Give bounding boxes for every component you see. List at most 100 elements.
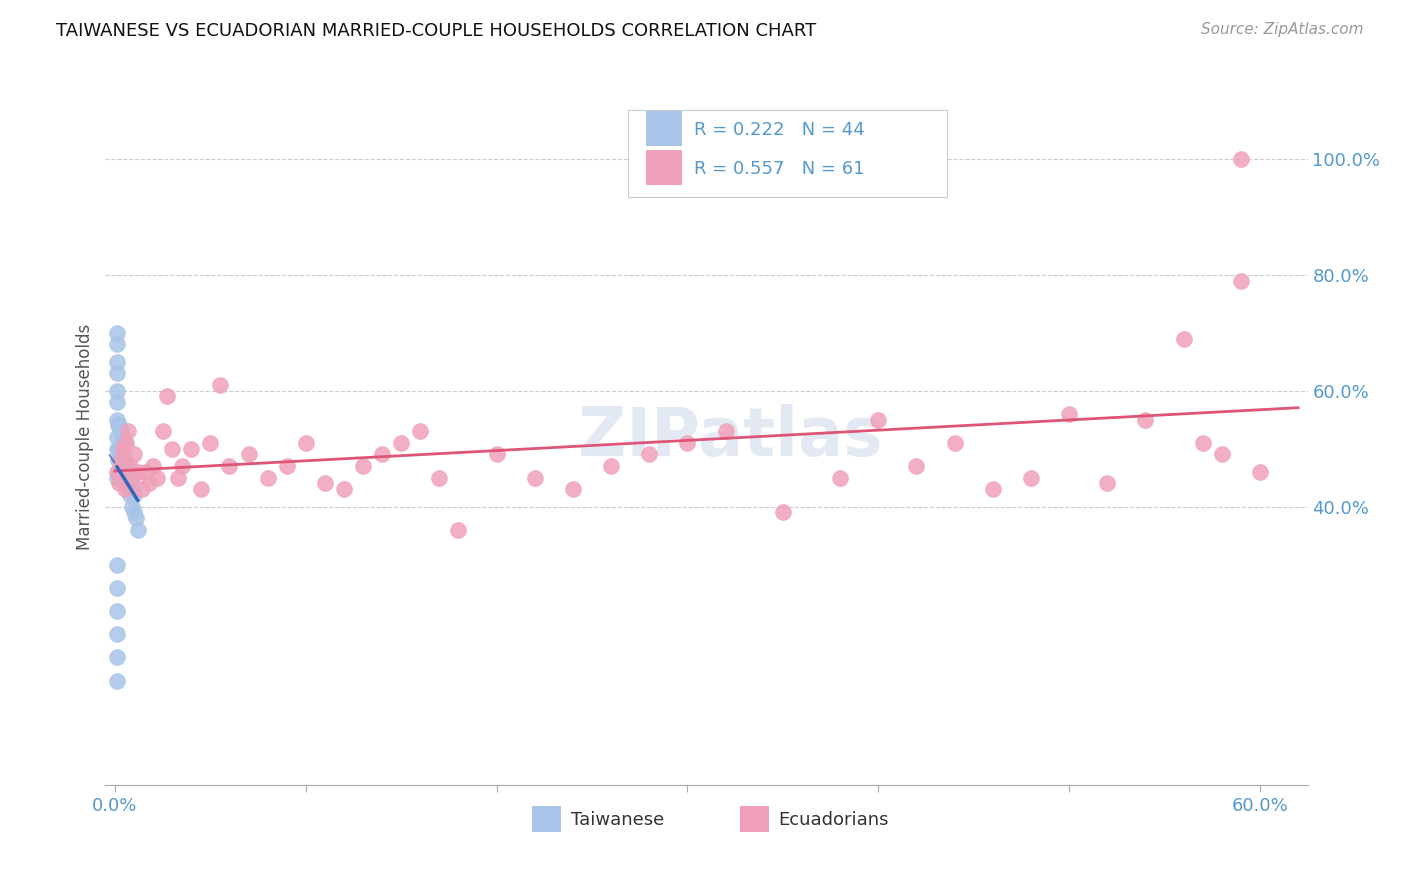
- Point: [122, 447, 145, 462]
- Point: [120, 458, 142, 473]
- Point: [120, 470, 142, 484]
- Text: ZIPatlas: ZIPatlas: [578, 404, 883, 470]
- Point: [1229, 152, 1251, 166]
- Point: [117, 424, 139, 438]
- Point: [105, 366, 128, 380]
- Point: [105, 412, 128, 426]
- Point: [638, 447, 661, 462]
- Text: Source: ZipAtlas.com: Source: ZipAtlas.com: [1201, 22, 1364, 37]
- Bar: [628, 110, 946, 197]
- Point: [114, 453, 136, 467]
- Point: [108, 442, 131, 456]
- Point: [131, 482, 153, 496]
- Point: [485, 447, 508, 462]
- Text: Ecuadorians: Ecuadorians: [779, 811, 889, 829]
- Point: [108, 465, 131, 479]
- Point: [121, 500, 143, 514]
- Point: [105, 470, 128, 484]
- Point: [110, 453, 132, 467]
- Point: [714, 424, 737, 438]
- Bar: [740, 805, 769, 832]
- Point: [1229, 273, 1251, 287]
- Point: [111, 430, 134, 444]
- Point: [120, 488, 142, 502]
- Text: R = 0.557   N = 61: R = 0.557 N = 61: [695, 160, 865, 178]
- Bar: [647, 150, 682, 185]
- Point: [155, 389, 177, 403]
- Point: [180, 442, 202, 456]
- Point: [142, 458, 165, 473]
- Point: [125, 511, 148, 525]
- Point: [943, 435, 966, 450]
- Point: [389, 435, 412, 450]
- Point: [828, 470, 851, 484]
- Point: [772, 505, 794, 519]
- Point: [115, 458, 138, 473]
- Point: [427, 470, 450, 484]
- Point: [208, 377, 231, 392]
- Point: [256, 470, 278, 484]
- Point: [167, 470, 190, 484]
- Point: [352, 458, 374, 473]
- Point: [238, 447, 260, 462]
- Bar: [533, 805, 561, 832]
- Point: [138, 476, 160, 491]
- Point: [371, 447, 394, 462]
- Point: [105, 384, 128, 398]
- Y-axis label: Married-couple Households: Married-couple Households: [76, 324, 94, 550]
- Point: [105, 673, 128, 688]
- Point: [447, 523, 470, 537]
- Point: [117, 465, 139, 479]
- Point: [1191, 435, 1213, 450]
- Point: [111, 453, 134, 467]
- Point: [127, 523, 149, 537]
- Point: [409, 424, 432, 438]
- Point: [117, 482, 139, 496]
- Point: [200, 435, 222, 450]
- Point: [115, 476, 138, 491]
- Point: [110, 424, 132, 438]
- Point: [868, 412, 890, 426]
- Point: [114, 435, 136, 450]
- Point: [111, 442, 134, 456]
- Point: [115, 435, 138, 450]
- Text: Taiwanese: Taiwanese: [571, 811, 664, 829]
- Point: [108, 476, 131, 491]
- Point: [108, 418, 131, 433]
- Point: [121, 470, 143, 484]
- Point: [146, 470, 169, 484]
- Point: [152, 424, 174, 438]
- Point: [1211, 447, 1233, 462]
- Point: [1019, 470, 1042, 484]
- Point: [127, 465, 149, 479]
- Point: [105, 326, 128, 340]
- Point: [170, 458, 193, 473]
- Point: [135, 465, 157, 479]
- Point: [121, 482, 143, 496]
- Point: [218, 458, 240, 473]
- Point: [105, 627, 128, 641]
- Point: [981, 482, 1004, 496]
- Point: [105, 442, 128, 456]
- Point: [314, 476, 336, 491]
- Point: [1135, 412, 1157, 426]
- Point: [111, 465, 134, 479]
- Point: [107, 418, 129, 433]
- Point: [276, 458, 298, 473]
- Point: [107, 453, 129, 467]
- Text: TAIWANESE VS ECUADORIAN MARRIED-COUPLE HOUSEHOLDS CORRELATION CHART: TAIWANESE VS ECUADORIAN MARRIED-COUPLE H…: [56, 22, 817, 40]
- Point: [114, 482, 136, 496]
- Point: [105, 650, 128, 665]
- Point: [110, 458, 132, 473]
- Point: [105, 337, 128, 351]
- Point: [114, 470, 136, 484]
- Point: [105, 354, 128, 368]
- Point: [122, 488, 145, 502]
- Point: [295, 435, 318, 450]
- Point: [676, 435, 699, 450]
- Text: R = 0.222   N = 44: R = 0.222 N = 44: [695, 120, 865, 139]
- Point: [561, 482, 585, 496]
- Point: [105, 558, 128, 572]
- Point: [110, 442, 132, 456]
- Point: [905, 458, 928, 473]
